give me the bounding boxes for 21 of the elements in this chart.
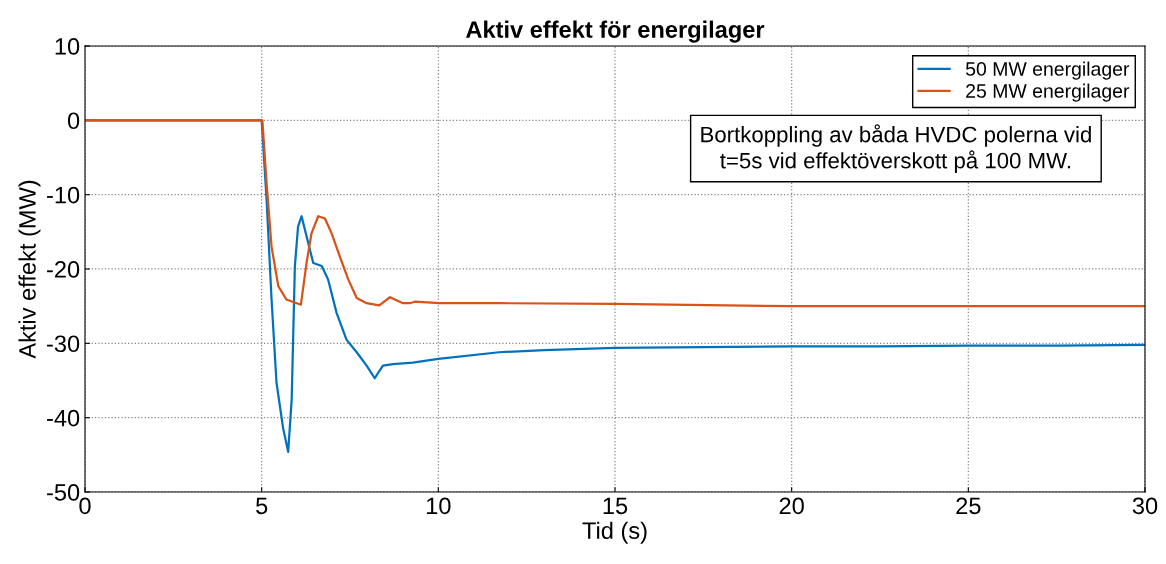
y-tick-label: 10 xyxy=(55,38,80,55)
x-tick-label: 5 xyxy=(256,497,268,515)
x-axis-title: Tid (s) xyxy=(582,521,647,544)
x-tick-label: 0 xyxy=(79,497,91,515)
y-tick-label: -10 xyxy=(47,186,80,204)
legend-label: 50 MW energilager xyxy=(965,61,1130,80)
x-tick-label: 30 xyxy=(1132,497,1158,515)
line-series xyxy=(85,119,1145,308)
x-tick-label: 10 xyxy=(427,497,451,515)
legend-label: 25 MW energilager xyxy=(966,83,1130,102)
x-tick-label: 20 xyxy=(779,497,804,515)
y-axis-title: Aktiv effekt (MW) xyxy=(18,180,41,359)
chart-title: Aktiv effekt för energilager xyxy=(466,20,765,43)
annotation: Bortkoppling av båda HVDC polerna vid t=5s vid effektöverskott på 100 MW. xyxy=(701,124,1091,173)
x-tick-label: 15 xyxy=(603,497,628,515)
y-tick-label: -30 xyxy=(47,335,80,353)
y-tick-label: -40 xyxy=(47,409,80,427)
x-tick-label: 25 xyxy=(956,497,981,515)
y-tick-label: -20 xyxy=(47,261,80,278)
y-tick-label: -50 xyxy=(47,484,80,501)
y-tick-label: 0 xyxy=(67,112,80,130)
